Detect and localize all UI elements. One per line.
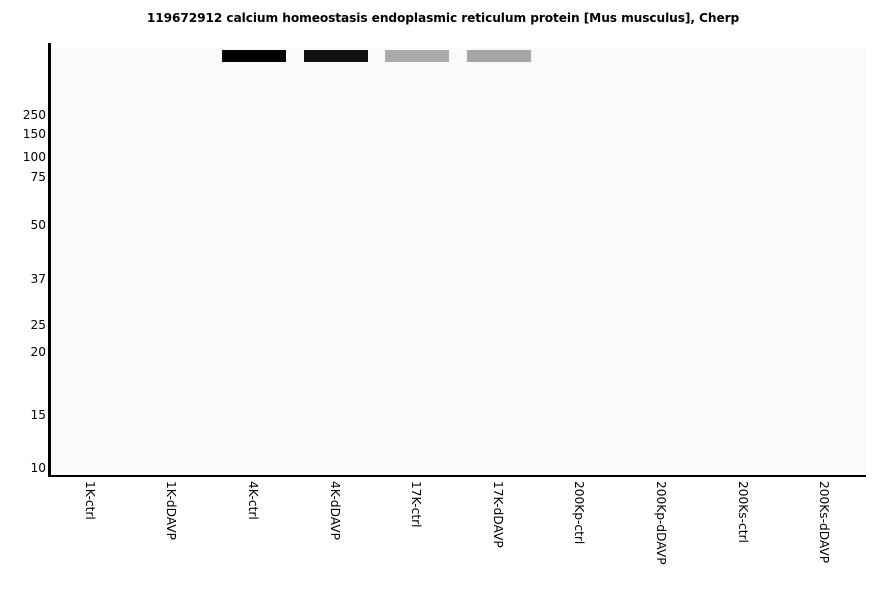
y-axis-tick-label: 75 [30,170,46,184]
y-axis-tick-label: 150 [22,127,46,141]
gel-band [222,50,286,62]
y-axis-tick-label: 250 [22,108,46,122]
x-axis-tick-label: 17K-dDAVP [490,481,505,548]
x-axis-tick-label: 1K-ctrl [82,481,97,520]
plot-area [50,48,866,475]
x-axis-tick-label: 200Ks-ctrl [735,481,750,543]
y-axis-spine [48,43,51,477]
gel-band [385,50,450,62]
x-axis-tick-label: 4K-dDAVP [327,481,342,541]
x-axis-tick-label: 200Ks-dDAVP [817,481,832,564]
x-axis-tick-label: 200Kp-ctrl [572,481,587,545]
y-axis-tick-labels: 250 150 100 75 50 37 25 20 15 10 [0,0,46,595]
gel-band [303,50,368,62]
x-axis-tick-label: 17K-ctrl [409,481,424,528]
x-axis-spine [48,474,866,477]
page-title: 119672912 calcium homeostasis endoplasmi… [146,11,740,25]
y-axis-tick-label: 10 [30,461,46,475]
y-axis-tick-label: 25 [30,318,46,332]
y-axis-tick-label: 50 [30,218,46,232]
gel-band [466,50,531,62]
y-axis-tick-label: 20 [30,345,46,359]
x-axis-tick-label: 1K-dDAVP [164,481,179,541]
x-axis-tick-label: 4K-ctrl [246,481,260,520]
x-axis-tick-label: 200Kp-dDAVP [654,481,668,565]
y-axis-tick-label: 15 [30,408,46,422]
y-axis-tick-label: 100 [22,150,46,164]
y-axis-tick-label: 37 [30,272,46,286]
